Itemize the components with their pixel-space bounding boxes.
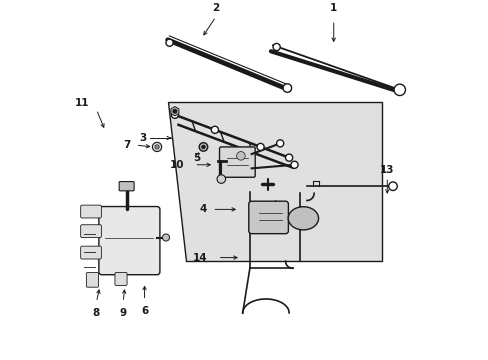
- Circle shape: [155, 145, 159, 149]
- Circle shape: [290, 161, 297, 168]
- Circle shape: [283, 84, 291, 92]
- Circle shape: [388, 182, 396, 190]
- Text: 11: 11: [75, 98, 89, 108]
- FancyBboxPatch shape: [115, 273, 127, 285]
- Circle shape: [152, 142, 162, 152]
- Text: 8: 8: [93, 307, 100, 318]
- FancyBboxPatch shape: [248, 201, 288, 234]
- Text: 4: 4: [199, 204, 206, 215]
- Text: 14: 14: [192, 253, 206, 262]
- Circle shape: [257, 143, 264, 150]
- Circle shape: [173, 109, 176, 113]
- Circle shape: [211, 126, 218, 133]
- Circle shape: [171, 111, 178, 118]
- Circle shape: [393, 84, 405, 95]
- Circle shape: [236, 152, 244, 160]
- FancyBboxPatch shape: [219, 147, 255, 177]
- Text: 3: 3: [139, 133, 146, 143]
- Ellipse shape: [287, 207, 318, 230]
- Text: 1: 1: [329, 3, 337, 13]
- Text: 9: 9: [120, 307, 126, 318]
- FancyBboxPatch shape: [99, 207, 160, 275]
- Text: 5: 5: [192, 153, 200, 163]
- Text: 6: 6: [141, 306, 148, 316]
- FancyBboxPatch shape: [81, 246, 101, 259]
- FancyBboxPatch shape: [81, 205, 101, 218]
- Text: 2: 2: [212, 3, 219, 13]
- Circle shape: [276, 140, 283, 147]
- Circle shape: [217, 175, 225, 183]
- Text: 13: 13: [379, 166, 394, 175]
- Text: 7: 7: [122, 140, 130, 150]
- Polygon shape: [167, 102, 381, 261]
- FancyBboxPatch shape: [81, 225, 101, 238]
- Text: 12: 12: [272, 222, 287, 232]
- Text: 10: 10: [169, 160, 183, 170]
- Circle shape: [165, 39, 173, 46]
- Circle shape: [199, 143, 207, 151]
- Circle shape: [285, 154, 292, 161]
- Circle shape: [162, 234, 169, 241]
- FancyBboxPatch shape: [119, 181, 134, 191]
- Circle shape: [201, 145, 205, 149]
- Circle shape: [272, 44, 280, 50]
- FancyBboxPatch shape: [86, 273, 98, 287]
